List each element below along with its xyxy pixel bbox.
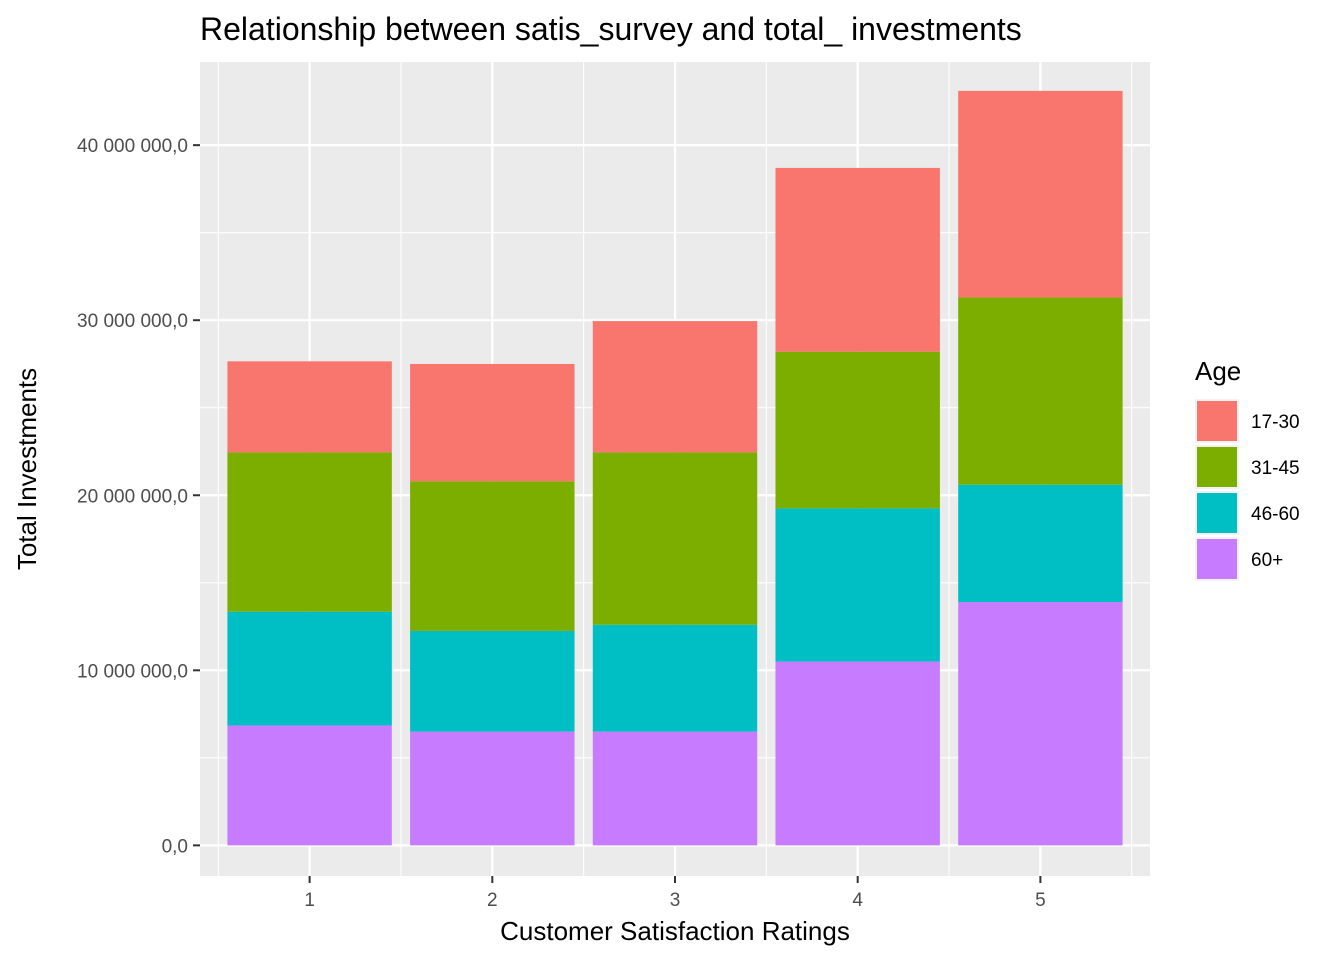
legend-swatch	[1197, 539, 1237, 579]
y-tick-label: 0,0	[162, 836, 188, 857]
bar-1-age-17-30	[227, 361, 392, 453]
y-tick-label: 20 000 000,0	[77, 486, 188, 507]
bar-5-age-17-30	[958, 90, 1123, 298]
legend-label: 17-30	[1251, 412, 1300, 433]
bar-4-age-60-plus	[775, 661, 940, 846]
bar-1-age-46-60	[227, 611, 392, 726]
legend-title: Age	[1195, 356, 1241, 386]
bar-1-age-31-45	[227, 452, 392, 612]
bar-1-age-60-plus	[227, 725, 392, 846]
x-tick-label: 1	[304, 890, 315, 911]
y-axis-title: Total Investments	[12, 368, 42, 570]
y-axis: 0,0 10 000 000,0 20 000 000,0 30 000 000,0 4…	[77, 136, 200, 857]
x-tick-label: 2	[487, 890, 498, 911]
legend-swatch	[1197, 493, 1237, 533]
x-axis: 1 2 3 4 5	[304, 876, 1046, 911]
bar-2-age-31-45	[410, 481, 575, 631]
y-tick-label: 40 000 000,0	[77, 136, 188, 157]
bar-2-age-46-60	[410, 630, 575, 732]
y-tick-label: 30 000 000,0	[77, 311, 188, 332]
x-tick-label: 3	[670, 890, 681, 911]
bar-4-age-17-30	[775, 167, 940, 352]
bar-5-age-31-45	[958, 297, 1123, 485]
bar-4-age-31-45	[775, 351, 940, 509]
legend-label: 60+	[1251, 550, 1283, 571]
legend-label: 31-45	[1251, 458, 1300, 479]
y-tick-label: 10 000 000,0	[77, 661, 188, 682]
legend-label: 46-60	[1251, 504, 1300, 525]
x-tick-label: 5	[1035, 890, 1046, 911]
bar-3-age-31-45	[592, 452, 758, 625]
x-axis-title: Customer Satisfaction Ratings	[500, 916, 850, 946]
bar-2-age-17-30	[410, 363, 575, 482]
bar-2-age-60-plus	[410, 731, 575, 846]
bar-3-age-46-60	[592, 624, 758, 732]
bar-3-age-17-30	[592, 321, 758, 453]
bar-5-age-46-60	[958, 484, 1123, 603]
legend: Age 17-30 31-45 46-60 60+	[1195, 356, 1300, 581]
x-tick-label: 4	[852, 890, 863, 911]
chart-title: Relationship between satis_survey and to…	[200, 11, 1022, 47]
bar-3-age-60-plus	[592, 731, 758, 846]
legend-swatch	[1197, 447, 1237, 487]
bars	[227, 90, 1123, 846]
legend-swatch	[1197, 401, 1237, 441]
bar-4-age-46-60	[775, 508, 940, 662]
bar-5-age-60-plus	[958, 602, 1123, 846]
